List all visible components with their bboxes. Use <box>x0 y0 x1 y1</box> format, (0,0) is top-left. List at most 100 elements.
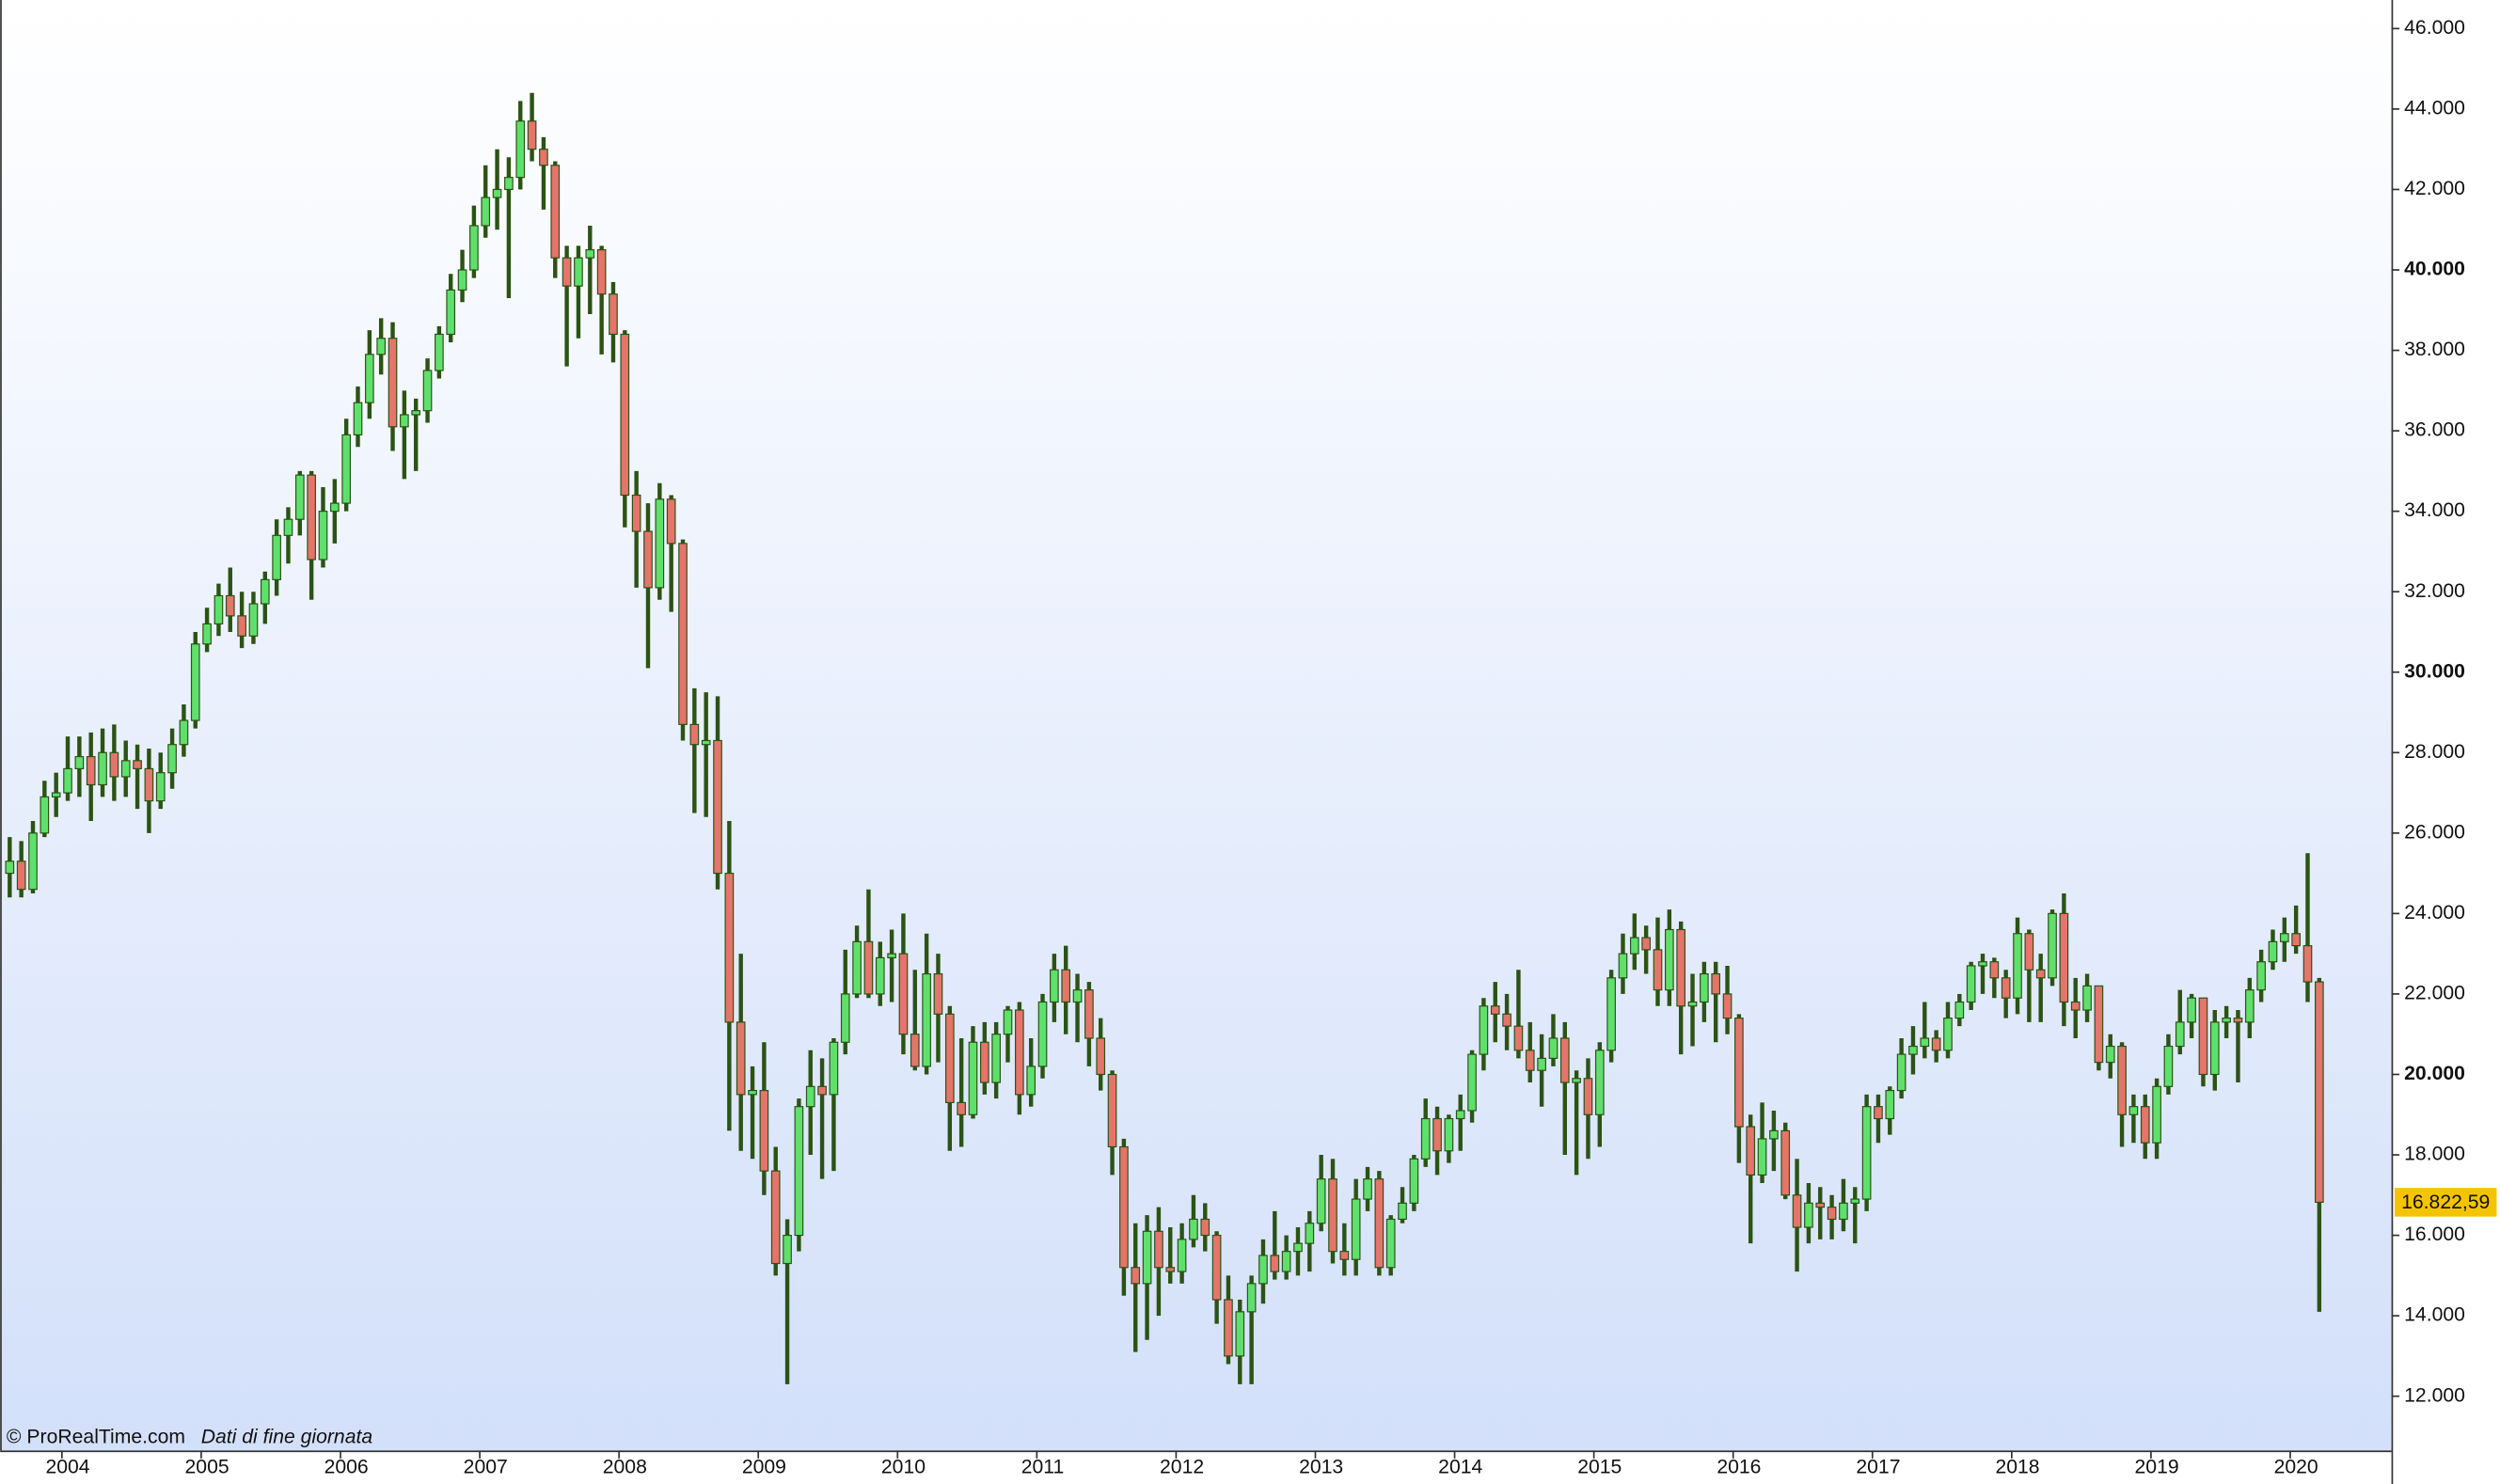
candle-body <box>817 1085 827 1096</box>
x-tick-label: 2006 <box>324 1457 369 1478</box>
candle-body <box>1594 1050 1605 1115</box>
candle-body <box>957 1101 966 1115</box>
candle-body <box>898 953 909 1035</box>
candle-body <box>1211 1234 1222 1301</box>
candle-body <box>875 956 885 995</box>
candle-body <box>2001 977 2011 999</box>
candle-body <box>863 940 874 995</box>
candle-body <box>2209 1021 2220 1076</box>
candle-body <box>1119 1145 1129 1269</box>
x-tick-label: 2017 <box>1856 1457 1900 1478</box>
y-tick-label: 24.000 <box>2404 902 2465 924</box>
candle-body <box>922 972 931 1067</box>
candle-body <box>190 643 200 721</box>
candle-body <box>1687 1001 1698 1007</box>
data-note: Dati di fine giornata <box>201 1426 373 1447</box>
candle-body <box>1420 1117 1431 1160</box>
candle-body <box>469 225 479 271</box>
candle-body <box>1629 937 1639 955</box>
y-tick-label: 12.000 <box>2404 1384 2465 1406</box>
candle-body <box>1432 1117 1442 1152</box>
candle-body <box>1096 1037 1106 1076</box>
candle-body <box>596 249 607 295</box>
candle-body <box>1548 1037 1559 1059</box>
candle-body <box>2302 945 2313 983</box>
x-tick-label: 2015 <box>1577 1457 1622 1478</box>
candle-body <box>365 354 374 403</box>
y-tick-label: 34.000 <box>2404 499 2465 521</box>
candle-body <box>852 940 862 995</box>
candle-body <box>1931 1037 1941 1051</box>
candle-body <box>1328 1178 1337 1253</box>
x-tick-label: 2012 <box>1160 1457 1204 1478</box>
candle-body <box>1676 928 1686 1007</box>
candle-body <box>341 434 351 504</box>
candle-body <box>1827 1207 1837 1221</box>
candle-body <box>748 1089 757 1096</box>
candles <box>5 92 2324 1384</box>
candle-body <box>2222 1017 2231 1023</box>
candle-body <box>1293 1242 1303 1253</box>
candle-body <box>1224 1299 1233 1357</box>
candle-body <box>2128 1106 2139 1115</box>
candle-body <box>944 1013 955 1104</box>
candle-body <box>86 755 96 786</box>
candle-body <box>481 197 491 227</box>
y-tick-label: 38.000 <box>2404 339 2465 360</box>
candle-body <box>353 402 363 435</box>
x-tick-label: 2013 <box>1299 1457 1343 1478</box>
candle-body <box>179 719 189 746</box>
candle-body <box>167 744 177 774</box>
candle-body <box>724 873 735 1023</box>
candle-body <box>283 518 293 536</box>
candle-body <box>2140 1106 2150 1144</box>
candle-body <box>1920 1037 1930 1048</box>
candle-body <box>5 860 15 875</box>
y-tick-label: 14.000 <box>2404 1304 2465 1326</box>
candle-body <box>1305 1223 1315 1244</box>
candle-body <box>1015 1009 1024 1096</box>
x-tick-label: 2005 <box>185 1457 229 1478</box>
candle-body <box>1467 1053 1477 1112</box>
candle-body <box>515 120 526 179</box>
candle-body <box>1061 969 1071 1003</box>
candle-body <box>1559 1037 1570 1083</box>
candle-body <box>1444 1117 1454 1152</box>
candle-body <box>620 333 630 497</box>
candle-body <box>2175 1021 2185 1048</box>
candle-body <box>539 149 548 166</box>
x-tick-label: 2007 <box>464 1457 508 1478</box>
candle-body <box>1537 1057 1546 1071</box>
candle-body <box>933 972 943 1015</box>
candle-body <box>1804 1202 1813 1228</box>
candle-body <box>2233 1017 2243 1023</box>
candle-body <box>840 993 850 1043</box>
candle-body <box>585 249 595 259</box>
y-tick-label: 32.000 <box>2404 580 2465 602</box>
y-tick-label: 22.000 <box>2404 983 2465 1004</box>
candle-body <box>1189 1218 1198 1240</box>
candle-body <box>2082 985 2092 1011</box>
candle-body <box>1653 949 1663 991</box>
candle-body <box>2013 933 2022 999</box>
candle-body <box>2070 1001 2081 1011</box>
candle-body <box>1606 977 1616 1051</box>
candle-body <box>1780 1129 1791 1196</box>
candle-body <box>1885 1089 1895 1120</box>
y-tick-label: 28.000 <box>2404 741 2465 763</box>
candle-body <box>1270 1255 1280 1272</box>
candle-body <box>2094 985 2104 1064</box>
last-price-badge <box>2394 1188 2497 1217</box>
candle-body <box>225 594 235 617</box>
candle-body <box>1084 989 1094 1039</box>
x-tick-label: 2019 <box>2135 1457 2179 1478</box>
candle-body <box>2163 1045 2174 1087</box>
candle-body <box>318 511 328 560</box>
candle-body <box>689 723 700 746</box>
candle-body <box>701 739 711 746</box>
candle-body <box>2256 961 2266 991</box>
y-tick-label: 18.000 <box>2404 1144 2465 1165</box>
candle-body <box>1583 1078 1593 1115</box>
candle-body <box>133 760 142 769</box>
